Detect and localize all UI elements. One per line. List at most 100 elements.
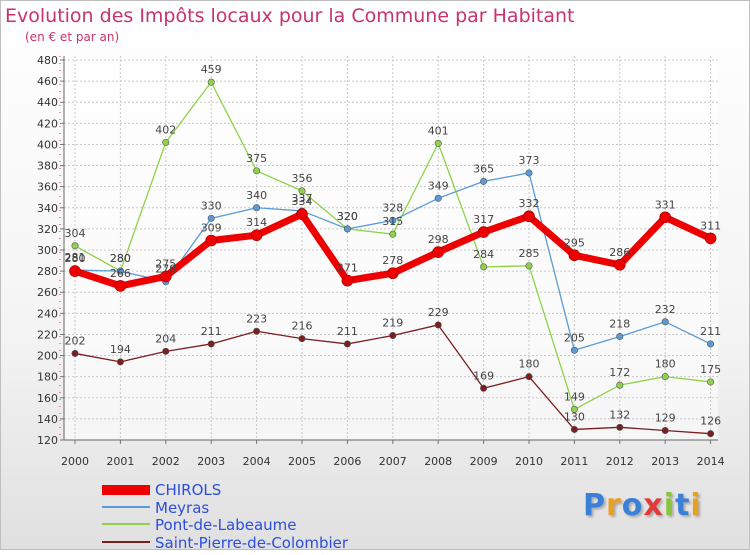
y-tick-label: 280 (37, 265, 58, 278)
data-point-meyras (207, 214, 215, 222)
data-label-saint-pierre-de-colombier: 130 (564, 410, 585, 423)
chart-title: Evolution des Impôts locaux pour la Comm… (5, 5, 575, 27)
data-label-pont-de-labeaume: 175 (700, 363, 721, 376)
data-label-chirols: 331 (655, 198, 676, 211)
data-point-pont-de-labeaume (207, 78, 215, 86)
data-point-meyras (343, 225, 351, 233)
data-label-pont-de-labeaume: 149 (564, 390, 585, 403)
data-point-chirols (704, 232, 717, 245)
data-label-meyras: 218 (609, 318, 630, 331)
y-tick-label: 120 (37, 434, 58, 447)
data-point-chirols (613, 258, 626, 271)
logo-letter: o (621, 488, 644, 523)
data-label-saint-pierre-de-colombier: 202 (65, 334, 86, 347)
data-label-chirols: 309 (201, 222, 222, 235)
x-tick-label: 2013 (651, 455, 679, 468)
data-label-saint-pierre-de-colombier: 126 (700, 415, 721, 428)
logo-letter: t (675, 488, 691, 523)
data-label-pont-de-labeaume: 401 (428, 124, 449, 137)
legend-label-meyras: Meyras (155, 498, 210, 517)
data-point-pont-de-labeaume (298, 187, 306, 195)
data-label-chirols: 275 (155, 257, 176, 270)
data-point-saint-pierre-de-colombier (661, 426, 669, 434)
y-tick-label: 320 (37, 223, 58, 236)
data-point-saint-pierre-de-colombier (707, 430, 715, 438)
y-tick-label: 400 (37, 138, 58, 151)
data-label-meyras: 211 (700, 325, 721, 338)
y-tick-label: 380 (37, 160, 58, 173)
data-point-chirols (568, 249, 581, 262)
data-label-pont-de-labeaume: 375 (246, 152, 267, 165)
data-point-saint-pierre-de-colombier (616, 423, 624, 431)
data-point-pont-de-labeaume (570, 405, 578, 413)
y-tick-label: 180 (37, 371, 58, 384)
x-tick-label: 2001 (106, 455, 134, 468)
data-point-chirols (250, 229, 263, 242)
data-label-saint-pierre-de-colombier: 180 (519, 358, 540, 371)
data-point-pont-de-labeaume (661, 373, 669, 381)
legend-swatch-saint-pierre-de-colombier (102, 540, 150, 543)
data-label-saint-pierre-de-colombier: 223 (246, 312, 267, 325)
data-point-chirols (114, 280, 127, 292)
x-tick-label: 2012 (606, 455, 634, 468)
data-point-meyras (707, 340, 715, 348)
data-point-pont-de-labeaume (434, 139, 442, 147)
data-point-chirols (477, 226, 490, 238)
data-label-chirols: 266 (110, 267, 131, 280)
data-point-pont-de-labeaume (707, 378, 715, 386)
data-label-saint-pierre-de-colombier: 211 (337, 325, 358, 338)
data-label-meyras: 349 (428, 179, 449, 192)
data-label-meyras: 340 (246, 189, 267, 202)
data-point-saint-pierre-de-colombier (570, 425, 578, 433)
data-point-chirols (341, 274, 354, 287)
data-point-pont-de-labeaume (480, 263, 488, 271)
data-point-pont-de-labeaume (389, 230, 397, 238)
y-tick-label: 260 (37, 286, 58, 299)
y-tick-label: 360 (37, 181, 58, 194)
data-label-chirols: 334 (292, 195, 313, 208)
x-tick-label: 2000 (61, 455, 89, 468)
data-point-chirols (659, 211, 672, 224)
x-tick-label: 2006 (333, 455, 361, 468)
data-label-pont-de-labeaume: 402 (155, 123, 176, 136)
data-point-meyras (570, 346, 578, 354)
y-tick-label: 140 (37, 413, 58, 426)
logo-letter: P (583, 488, 606, 523)
data-label-meyras: 205 (564, 331, 585, 344)
data-label-saint-pierre-de-colombier: 169 (473, 369, 494, 382)
data-point-meyras (253, 204, 261, 212)
data-point-saint-pierre-de-colombier (71, 349, 79, 357)
x-tick-label: 2011 (560, 455, 588, 468)
data-label-pont-de-labeaume: 180 (655, 358, 676, 371)
data-label-meyras: 330 (201, 199, 222, 212)
logo-letter: i (663, 488, 676, 523)
data-label-pont-de-labeaume: 356 (292, 172, 313, 185)
y-tick-label: 480 (37, 54, 58, 67)
data-point-chirols (523, 210, 535, 223)
data-label-pont-de-labeaume: 284 (473, 248, 494, 261)
legend-swatch-meyras (102, 505, 150, 508)
logo-letter: i (690, 488, 702, 523)
data-point-saint-pierre-de-colombier (343, 340, 351, 348)
logo-letter: r (606, 488, 622, 523)
x-tick-label: 2010 (515, 455, 543, 468)
y-tick-label: 460 (37, 75, 58, 88)
data-point-pont-de-labeaume (616, 381, 624, 389)
data-label-saint-pierre-de-colombier: 194 (110, 343, 131, 356)
data-label-chirols: 332 (519, 197, 540, 210)
data-label-saint-pierre-de-colombier: 219 (382, 317, 403, 330)
data-point-chirols (296, 208, 308, 220)
chart-subtitle: (en € et par an) (25, 30, 120, 44)
data-label-chirols: 280 (65, 252, 86, 265)
y-tick-label: 220 (37, 328, 58, 341)
data-label-pont-de-labeaume: 459 (201, 63, 222, 76)
x-tick-label: 2003 (197, 455, 225, 468)
data-point-meyras (116, 267, 124, 275)
y-tick-label: 160 (37, 392, 58, 405)
data-point-meyras (616, 333, 624, 341)
data-label-chirols: 298 (428, 233, 449, 246)
data-point-pont-de-labeaume (525, 262, 533, 270)
data-label-meyras: 337 (292, 192, 313, 205)
y-tick-label: 300 (37, 244, 58, 257)
